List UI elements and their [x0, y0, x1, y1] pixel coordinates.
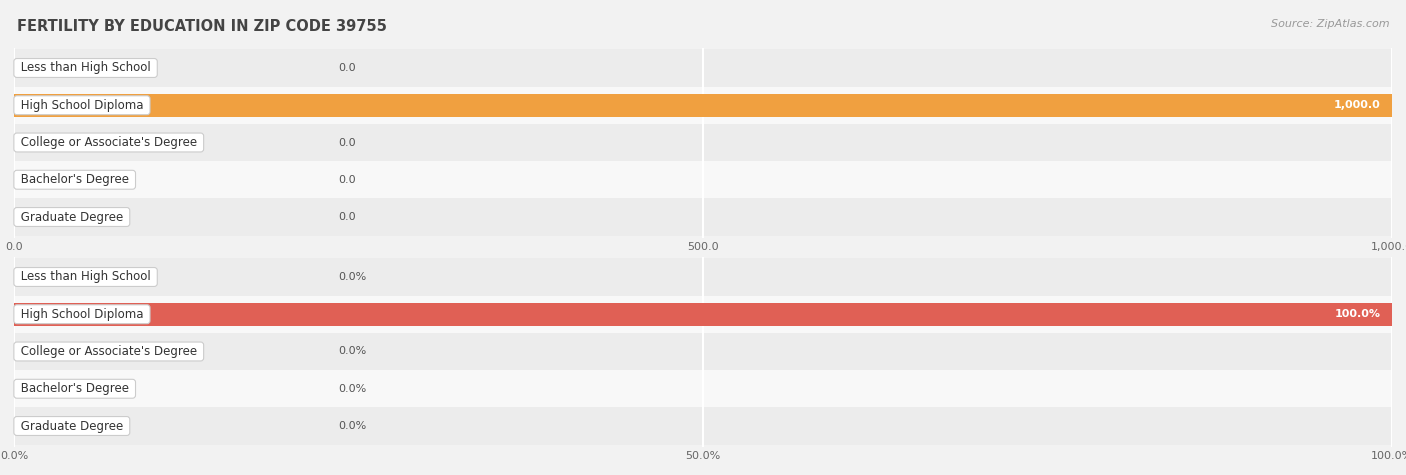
Text: Less than High School: Less than High School [17, 61, 155, 75]
Bar [14, 303, 1392, 326]
Text: 0.0: 0.0 [337, 212, 356, 222]
Text: 0.0: 0.0 [337, 137, 356, 148]
Bar [14, 161, 1392, 199]
Text: 100.0%: 100.0% [1334, 309, 1381, 319]
Text: College or Associate's Degree: College or Associate's Degree [17, 136, 201, 149]
Bar [14, 370, 1392, 408]
Text: 0.0: 0.0 [337, 63, 356, 73]
Text: College or Associate's Degree: College or Associate's Degree [17, 345, 201, 358]
Text: Bachelor's Degree: Bachelor's Degree [17, 382, 132, 395]
Bar [14, 333, 1392, 370]
Bar [14, 199, 1392, 236]
Text: 0.0%: 0.0% [337, 272, 366, 282]
Text: 1,000.0: 1,000.0 [1334, 100, 1381, 110]
Text: 0.0: 0.0 [337, 175, 356, 185]
Bar [14, 124, 1392, 161]
Text: 0.0%: 0.0% [337, 384, 366, 394]
Bar [14, 295, 1392, 333]
Text: High School Diploma: High School Diploma [17, 308, 148, 321]
Text: Bachelor's Degree: Bachelor's Degree [17, 173, 132, 186]
Bar [14, 258, 1392, 295]
Text: Less than High School: Less than High School [17, 270, 155, 284]
Bar [14, 94, 1392, 117]
Bar [14, 408, 1392, 445]
Text: FERTILITY BY EDUCATION IN ZIP CODE 39755: FERTILITY BY EDUCATION IN ZIP CODE 39755 [17, 19, 387, 34]
Text: Graduate Degree: Graduate Degree [17, 419, 127, 433]
Text: Graduate Degree: Graduate Degree [17, 210, 127, 224]
Bar [14, 86, 1392, 124]
Text: 0.0%: 0.0% [337, 421, 366, 431]
Text: Source: ZipAtlas.com: Source: ZipAtlas.com [1271, 19, 1389, 29]
Bar [14, 49, 1392, 86]
Text: 0.0%: 0.0% [337, 346, 366, 357]
Text: High School Diploma: High School Diploma [17, 99, 148, 112]
